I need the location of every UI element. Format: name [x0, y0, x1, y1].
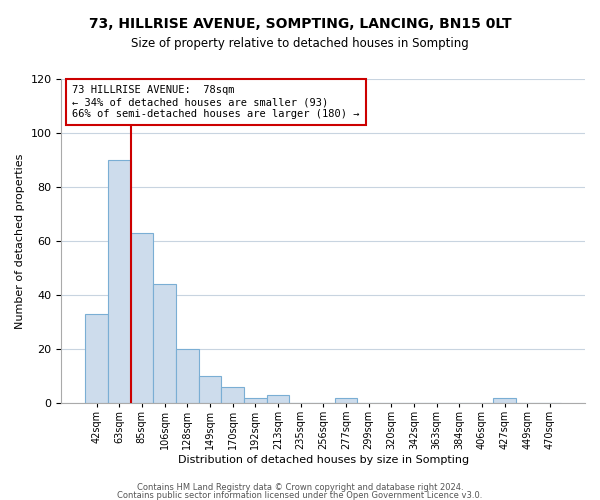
Bar: [335, 398, 357, 403]
Bar: [266, 395, 289, 403]
Bar: [108, 160, 131, 403]
Bar: [244, 398, 266, 403]
Text: 73 HILLRISE AVENUE:  78sqm
← 34% of detached houses are smaller (93)
66% of semi: 73 HILLRISE AVENUE: 78sqm ← 34% of detac…: [72, 86, 359, 118]
Bar: [131, 233, 153, 403]
Bar: [493, 398, 516, 403]
Bar: [85, 314, 108, 403]
Bar: [221, 387, 244, 403]
Bar: [153, 284, 176, 403]
Bar: [176, 349, 199, 403]
Text: 73, HILLRISE AVENUE, SOMPTING, LANCING, BN15 0LT: 73, HILLRISE AVENUE, SOMPTING, LANCING, …: [89, 18, 511, 32]
Text: Contains public sector information licensed under the Open Government Licence v3: Contains public sector information licen…: [118, 492, 482, 500]
Y-axis label: Number of detached properties: Number of detached properties: [15, 154, 25, 328]
Bar: [199, 376, 221, 403]
Text: Contains HM Land Registry data © Crown copyright and database right 2024.: Contains HM Land Registry data © Crown c…: [137, 483, 463, 492]
Text: Size of property relative to detached houses in Sompting: Size of property relative to detached ho…: [131, 38, 469, 51]
X-axis label: Distribution of detached houses by size in Sompting: Distribution of detached houses by size …: [178, 455, 469, 465]
